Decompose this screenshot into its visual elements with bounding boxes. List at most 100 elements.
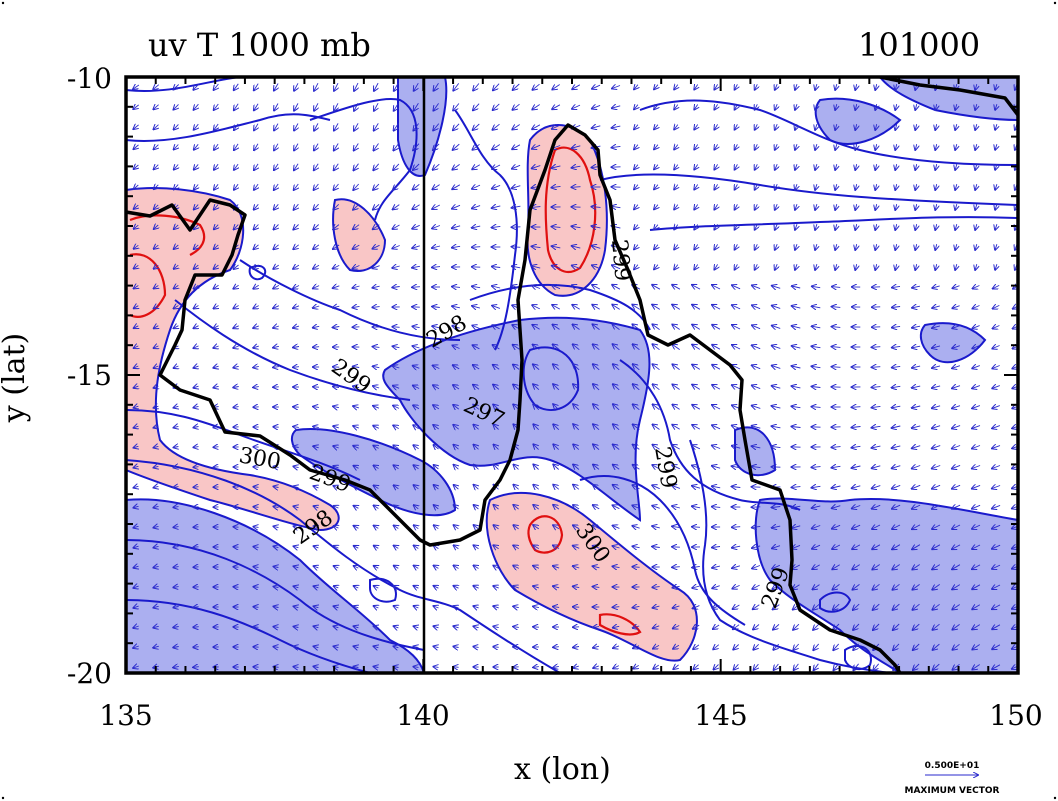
wind-vector — [414, 646, 419, 647]
wind-vector — [995, 164, 997, 170]
wind-vector — [832, 287, 841, 288]
wind-vector — [832, 545, 841, 549]
wind-vector — [713, 645, 720, 650]
contour-line-11 — [469, 283, 651, 331]
wind-vector — [134, 245, 139, 248]
wind-vector — [193, 627, 199, 628]
wind-vector — [372, 266, 380, 269]
wind-vector — [254, 547, 259, 548]
wind-vector — [173, 627, 179, 628]
wind-vector — [374, 486, 379, 489]
wind-vector — [912, 485, 921, 488]
wind-vector — [452, 306, 460, 308]
contour-label: 299 — [606, 238, 635, 282]
wind-vector — [553, 325, 560, 330]
wind-vector — [592, 285, 601, 289]
wind-vector — [553, 465, 558, 470]
wind-vector — [333, 245, 340, 249]
wind-vector — [532, 266, 541, 268]
wind-vector — [434, 505, 439, 509]
wind-vector — [273, 346, 280, 347]
cool-region-central — [382, 316, 651, 522]
wind-vector — [674, 85, 678, 90]
wind-vector — [573, 325, 580, 330]
wind-vector — [653, 626, 660, 628]
wind-vector — [853, 663, 859, 670]
wind-vector — [472, 165, 481, 170]
wind-vector — [915, 123, 916, 130]
wind-vector — [313, 426, 319, 427]
wind-vector — [593, 525, 600, 528]
wind-vector — [513, 627, 519, 628]
wind-vector — [935, 123, 936, 130]
wind-vector — [134, 446, 139, 447]
wind-vector — [593, 384, 600, 391]
wind-vector — [572, 305, 580, 309]
wind-vector — [852, 407, 861, 408]
wind-vector — [214, 306, 219, 309]
wind-vector — [712, 586, 720, 589]
wind-vector — [652, 285, 661, 289]
wind-vector — [654, 125, 658, 130]
wind-vector — [912, 306, 920, 308]
wind-vector — [532, 104, 540, 110]
wind-vector — [573, 566, 580, 568]
wind-vector — [915, 103, 916, 110]
contour-line-9 — [126, 113, 331, 142]
wind-vector — [533, 667, 539, 668]
wind-vector — [314, 586, 319, 588]
wind-vector — [672, 445, 680, 449]
wind-vector — [995, 264, 997, 270]
wind-vector — [512, 266, 521, 268]
wind-vector — [714, 144, 717, 149]
wind-vector — [752, 325, 761, 328]
wind-vector — [732, 285, 741, 289]
wind-vector — [194, 164, 198, 169]
wind-vector — [174, 527, 179, 528]
wind-vector — [274, 83, 278, 91]
wind-vector — [514, 465, 519, 470]
wind-vector — [552, 84, 560, 90]
wind-vector — [413, 366, 420, 369]
contour-line-1 — [126, 539, 425, 651]
wind-vector — [632, 567, 640, 568]
wind-vector — [972, 446, 981, 449]
wind-vector — [374, 123, 379, 130]
wind-vector — [892, 446, 901, 448]
wind-vector — [273, 285, 279, 288]
wind-vector — [493, 405, 500, 410]
wind-vector — [633, 384, 640, 391]
wind-vector — [314, 626, 319, 627]
wind-vector — [314, 143, 318, 151]
wind-vector — [573, 444, 580, 449]
wind-vector — [872, 466, 881, 468]
wind-vector — [134, 426, 139, 428]
wind-vector — [955, 163, 957, 170]
wind-vector — [434, 465, 439, 469]
wind-vector — [613, 546, 620, 548]
wind-vector — [473, 405, 480, 410]
wind-vector — [494, 465, 499, 470]
wind-vector — [134, 205, 139, 209]
wind-vector — [995, 84, 997, 90]
wind-vector — [1012, 526, 1018, 529]
wind-vector — [713, 605, 720, 608]
wind-vector — [513, 505, 518, 509]
wind-vector — [473, 83, 480, 91]
wind-vector — [753, 643, 760, 649]
wind-vector — [634, 185, 638, 190]
wind-vector — [872, 446, 881, 448]
wind-vector — [573, 384, 580, 391]
wind-vector — [1012, 386, 1018, 389]
wind-vector — [832, 347, 841, 348]
wind-vector — [633, 485, 640, 489]
wind-vector — [932, 286, 940, 288]
wind-vector — [892, 346, 901, 347]
wind-vector — [732, 566, 741, 568]
wind-vector — [333, 286, 340, 288]
wind-vector — [493, 365, 500, 369]
wind-vector — [453, 123, 460, 130]
wind-vector — [533, 465, 538, 470]
wind-vector — [512, 206, 521, 208]
wind-vector — [334, 183, 339, 190]
